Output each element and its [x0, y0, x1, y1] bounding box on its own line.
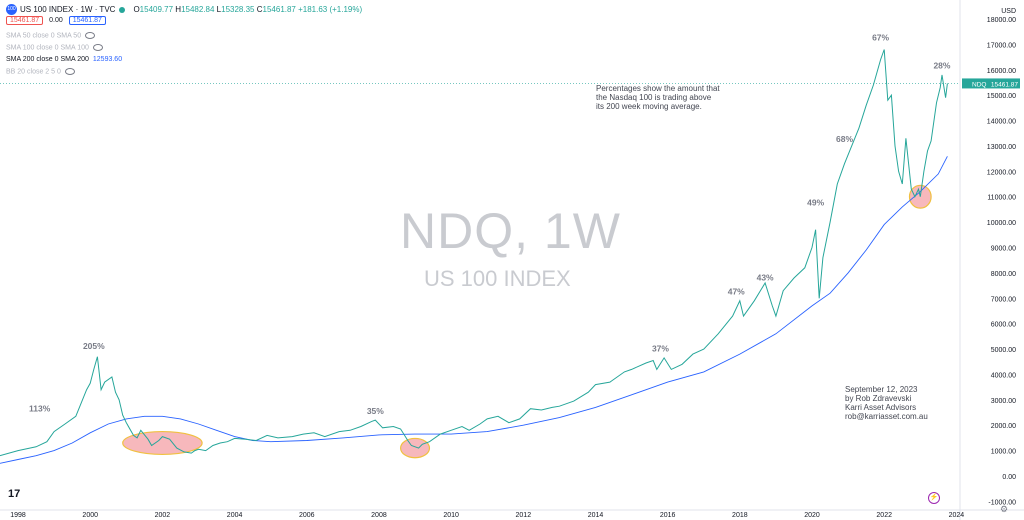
author-signature: September 12, 2023 by Rob Zdravevski Karri…	[845, 385, 928, 421]
indicator-bb[interactable]: BB 20 close 2 5 0	[6, 68, 75, 75]
y-tick-label: 8000.00	[991, 271, 1016, 278]
x-tick-label: 2004	[227, 512, 243, 519]
currency-label: USD	[1001, 8, 1016, 15]
highlights	[122, 184, 932, 459]
annotations: 113% 205% 35% 37% 47% 43% 49% 68% 67% 28%	[29, 33, 951, 416]
percent-annotation: 113%	[29, 403, 51, 413]
series	[0, 49, 960, 464]
y-tick-label: 18000.00	[987, 17, 1016, 24]
x-tick-label: 2006	[299, 512, 315, 519]
x-tick-label: 2000	[82, 512, 98, 519]
y-tick-label: 9000.00	[991, 246, 1016, 253]
percent-annotation: 35%	[367, 406, 384, 416]
x-tick-label: 2014	[588, 512, 604, 519]
market-status-icon	[119, 6, 126, 13]
y-tick-label: 11000.00	[987, 195, 1016, 202]
y-tick-label: 0.00	[1002, 474, 1016, 481]
lightning-icon[interactable]: ⚡	[928, 492, 940, 504]
ohlc-values: O15409.77 H15482.84 L15328.35 C15461.87 …	[133, 4, 363, 14]
chart-header: 100 US 100 INDEX · 1W · TVC O15409.77 H154…	[6, 4, 362, 15]
tradingview-logo[interactable]: 17	[8, 488, 21, 500]
eye-icon[interactable]	[85, 32, 96, 39]
watermark-symbol: NDQ, 1W	[400, 203, 621, 259]
trade-buttons: 15461.87 0.00 15461.87	[6, 16, 106, 25]
y-tick-label: 6000.00	[991, 322, 1016, 329]
y-tick-label: 2000.00	[991, 423, 1016, 430]
y-tick-label: 13000.00	[987, 144, 1016, 151]
percent-annotation: 205%	[83, 341, 105, 351]
x-tick-label: 2016	[660, 512, 676, 519]
x-tick-label: 1998	[10, 512, 26, 519]
percent-annotation: 49%	[807, 198, 824, 208]
x-tick-label: 2010	[443, 512, 459, 519]
x-tick-label: 2020	[804, 512, 820, 519]
percent-annotation: 28%	[933, 61, 950, 71]
percent-annotation: 43%	[757, 273, 774, 283]
y-tick-label: 4000.00	[991, 372, 1016, 379]
indicator-sma50[interactable]: SMA 50 close 0 SMA 50	[6, 32, 96, 39]
price-line	[0, 49, 948, 457]
spread-value: 0.00	[49, 17, 63, 24]
y-tick-label: 3000.00	[991, 398, 1016, 405]
watermark-name: US 100 INDEX	[424, 266, 571, 291]
y-tick-label: -1000.00	[988, 499, 1016, 506]
highlight-ellipse	[400, 437, 431, 459]
sma200-line	[0, 156, 948, 464]
y-tick-label: 1000.00	[991, 449, 1016, 456]
y-tick-label: 12000.00	[987, 169, 1016, 176]
y-tick-label: 16000.00	[987, 68, 1016, 75]
y-tick-label: 14000.00	[987, 119, 1016, 126]
last-price-label: 15461.87	[991, 81, 1018, 88]
y-tick-label: 17000.00	[987, 42, 1016, 49]
y-tick-label: 15000.00	[987, 93, 1016, 100]
highlight-ellipse	[122, 430, 203, 456]
last-price-tag	[962, 78, 1020, 89]
x-tick-label: 2002	[155, 512, 171, 519]
series-name-label: NDQ	[972, 81, 986, 88]
percent-annotation: 37%	[652, 344, 669, 354]
x-tick-label: 2008	[371, 512, 387, 519]
buy-button[interactable]: 15461.87	[68, 16, 106, 25]
x-tick-label: 2024	[949, 512, 965, 519]
y-tick-label: 7000.00	[991, 296, 1016, 303]
chart-note: Percentages show the amount that the Nasd…	[596, 84, 720, 111]
y-tick-label: 10000.00	[987, 220, 1016, 227]
settings-gear-icon[interactable]: ⚙	[1000, 504, 1009, 514]
eye-icon[interactable]	[64, 68, 75, 75]
percent-annotation: 67%	[872, 33, 889, 43]
x-tick-label: 2018	[732, 512, 748, 519]
indicator-sma200[interactable]: SMA 200 close 0 SMA 200 12593.60	[6, 56, 123, 63]
percent-annotation: 68%	[836, 134, 853, 144]
eye-icon[interactable]	[92, 44, 103, 51]
y-axis[interactable]: -1000.00 0.00 1000.00 2000.00 3000.00 4000.00…	[962, 8, 1020, 506]
symbol-logo-icon: 100	[6, 4, 17, 15]
x-tick-label: 2012	[516, 512, 532, 519]
sell-button[interactable]: 15461.87	[6, 16, 44, 25]
percent-annotation: 47%	[728, 286, 745, 296]
indicator-sma100[interactable]: SMA 100 close 0 SMA 100	[6, 44, 103, 51]
x-tick-label: 2022	[876, 512, 892, 519]
y-tick-label: 5000.00	[991, 347, 1016, 354]
x-axis[interactable]: 1998 2000 2002 2004 2006 2008 2010 2012 2014 2016…	[10, 512, 964, 519]
symbol-title[interactable]: US 100 INDEX · 1W · TVC	[20, 5, 116, 14]
